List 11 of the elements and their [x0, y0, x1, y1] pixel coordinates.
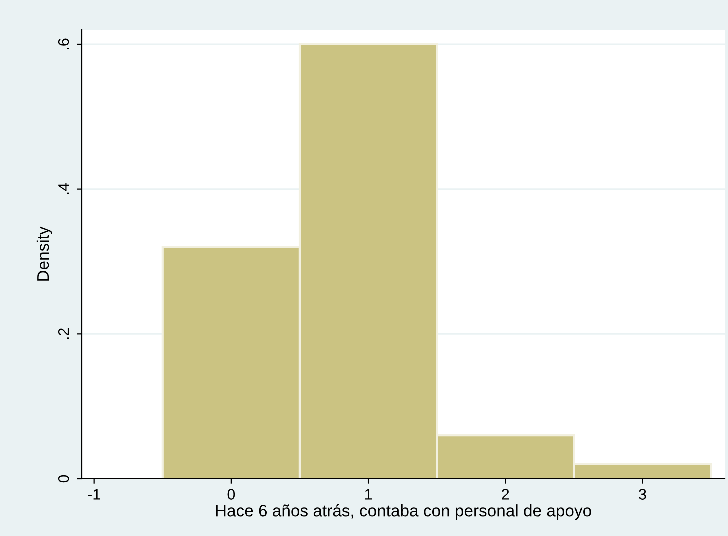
y-tick-label: 0: [58, 475, 70, 483]
x-tick-label: 2: [502, 489, 510, 500]
x-tick-label: 1: [365, 489, 372, 500]
y-tick-label: .6: [58, 38, 70, 50]
x-tick-label: -1: [88, 489, 100, 500]
x-tick-label: 3: [639, 489, 646, 500]
y-tick-label: .2: [58, 328, 70, 340]
x-tick-label: 0: [228, 489, 236, 500]
y-tick-label: .4: [58, 183, 70, 194]
x-axis-title: Hace 6 años atrás, contaba con personal de apoyo: [216, 504, 592, 520]
y-axis-title: Density: [36, 226, 52, 281]
